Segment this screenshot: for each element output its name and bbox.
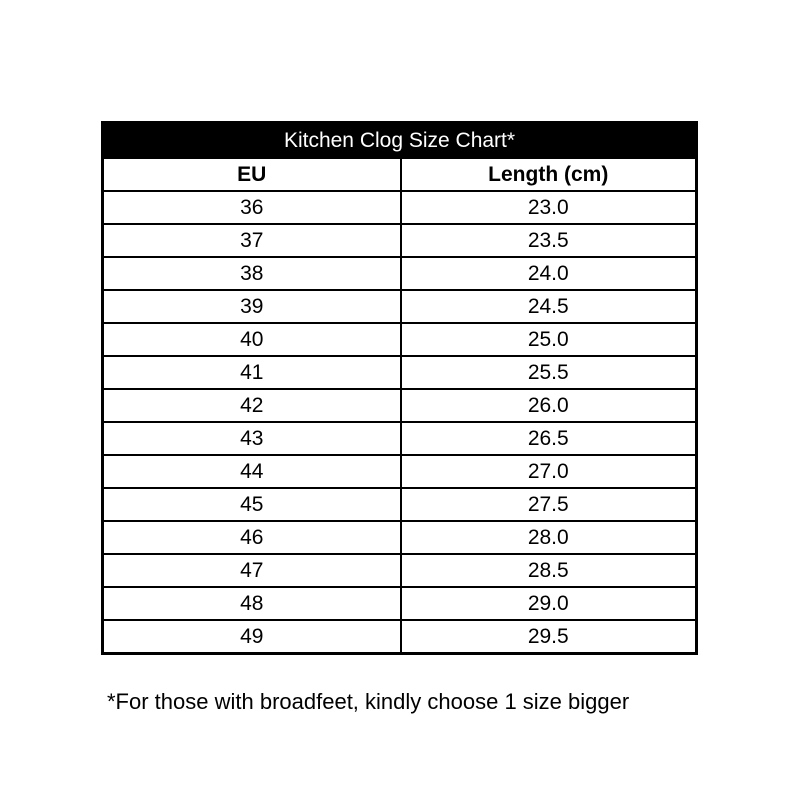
eu-size-cell: 39 [101,289,402,324]
table-row: 37 23.5 [101,223,698,258]
table-row: 48 29.0 [101,586,698,621]
length-cell: 26.0 [399,388,698,423]
length-cell: 27.0 [399,454,698,489]
length-cell: 23.5 [399,223,698,258]
eu-size-cell: 40 [101,322,402,357]
footnote: *For those with broadfeet, kindly choose… [107,689,630,714]
eu-size-cell: 48 [101,586,402,621]
table-row: 40 25.0 [101,322,698,357]
table-row: 36 23.0 [101,190,698,225]
length-cell: 26.5 [399,421,698,456]
eu-size-cell: 37 [101,223,402,258]
table-row: 45 27.5 [101,487,698,522]
column-header-eu: EU [101,157,402,192]
eu-size-cell: 44 [101,454,402,489]
length-cell: 29.0 [399,586,698,621]
eu-size-cell: 36 [101,190,402,225]
length-cell: 24.5 [399,289,698,324]
length-cell: 24.0 [399,256,698,291]
eu-size-cell: 41 [101,355,402,390]
size-chart-table: Kitchen Clog Size Chart* EU Length (cm) … [101,121,698,655]
eu-size-cell: 38 [101,256,402,291]
length-cell: 23.0 [399,190,698,225]
table-title: Kitchen Clog Size Chart* [101,121,698,159]
table-row: 49 29.5 [101,619,698,655]
table-row: 42 26.0 [101,388,698,423]
eu-size-cell: 46 [101,520,402,555]
eu-size-cell: 45 [101,487,402,522]
table-row: 43 26.5 [101,421,698,456]
table-row: 38 24.0 [101,256,698,291]
eu-size-cell: 49 [101,619,402,655]
length-cell: 27.5 [399,487,698,522]
column-header-length: Length (cm) [399,157,698,192]
table-row: 46 28.0 [101,520,698,555]
length-cell: 28.0 [399,520,698,555]
column-header-row: EU Length (cm) [101,157,698,192]
eu-size-cell: 47 [101,553,402,588]
length-cell: 25.0 [399,322,698,357]
eu-size-cell: 42 [101,388,402,423]
eu-size-cell: 43 [101,421,402,456]
table-row: 47 28.5 [101,553,698,588]
length-cell: 29.5 [399,619,698,655]
table-row: 41 25.5 [101,355,698,390]
length-cell: 28.5 [399,553,698,588]
table-row: 44 27.0 [101,454,698,489]
length-cell: 25.5 [399,355,698,390]
table-row: 39 24.5 [101,289,698,324]
